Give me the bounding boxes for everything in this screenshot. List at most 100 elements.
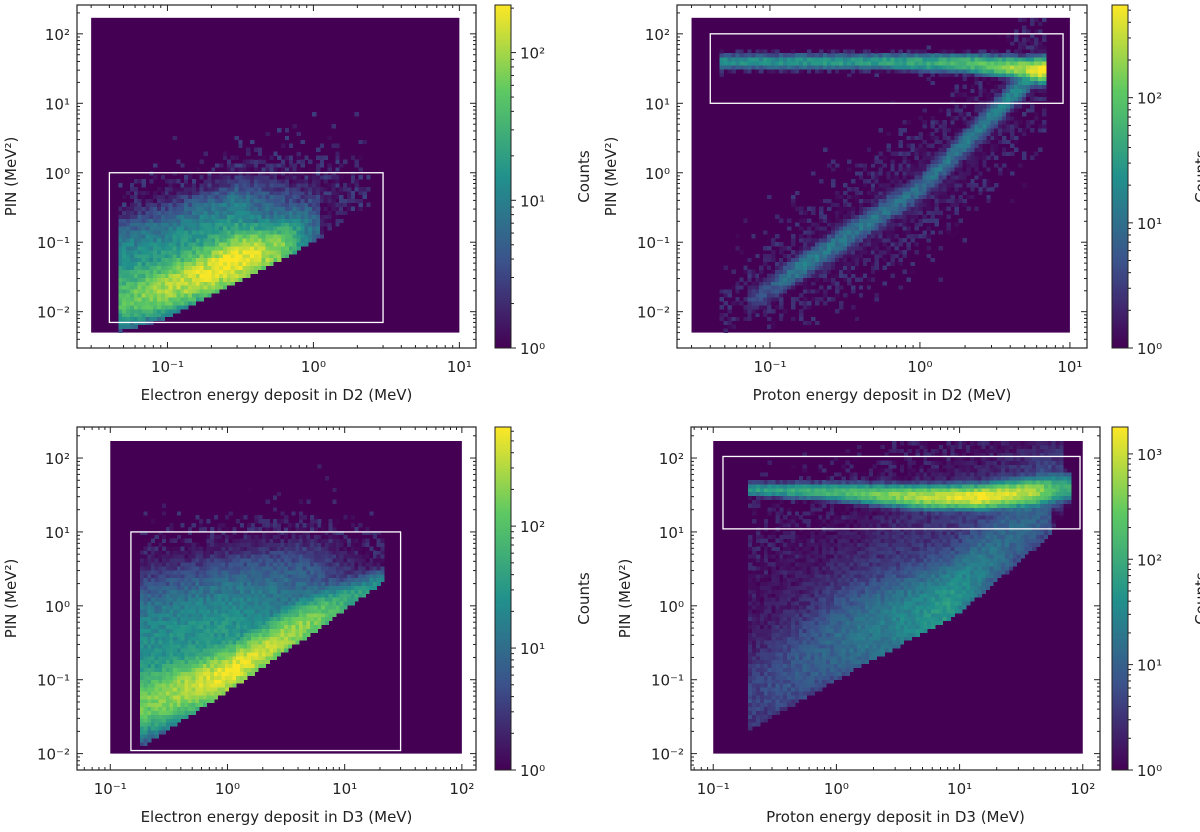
heatmap-cell (173, 574, 177, 578)
heatmap-cell (155, 605, 159, 609)
heatmap-cell (126, 281, 130, 285)
heatmap-cell (140, 562, 144, 566)
heatmap-cell (978, 140, 982, 144)
heatmap-cell (891, 57, 895, 61)
heatmap-cell (273, 242, 277, 246)
heatmap-cell (149, 317, 153, 321)
heatmap-cell (899, 211, 903, 215)
heatmap-cell (954, 65, 958, 69)
heatmap-cell (943, 124, 947, 128)
heatmap-cell (169, 285, 173, 289)
heatmap-cell (145, 309, 149, 313)
heatmap-cell (238, 278, 242, 282)
heatmap-cell (939, 69, 943, 73)
heatmap-cell (1034, 49, 1038, 53)
heatmap-cell (170, 718, 174, 722)
heatmap-cell (151, 722, 155, 726)
heatmap-cell (843, 258, 847, 262)
heatmap-cell (958, 152, 962, 156)
heatmap-cell (246, 262, 250, 266)
heatmap-cell (763, 285, 767, 289)
heatmap-cell (147, 582, 151, 586)
heatmap-cell (931, 73, 935, 77)
heatmap-cell (347, 207, 351, 211)
heatmap-cell (301, 179, 305, 183)
heatmap-cell (155, 554, 159, 558)
heatmap-cell (215, 258, 219, 262)
heatmap-cell (285, 128, 289, 132)
heatmap-cell (158, 664, 162, 668)
heatmap-cell (184, 656, 188, 660)
heatmap-cell (835, 199, 839, 203)
heatmap-cell (835, 281, 839, 285)
heatmap-cell (140, 672, 144, 676)
heatmap-cell (835, 61, 839, 65)
heatmap-cell (867, 219, 871, 223)
heatmap-cell (140, 699, 144, 703)
heatmap-cell (823, 65, 827, 69)
heatmap-cell (875, 191, 879, 195)
heatmap-cell (151, 590, 155, 594)
heatmap-cell (204, 199, 208, 203)
heatmap-cell (827, 234, 831, 238)
heatmap-cell (145, 289, 149, 293)
heatmap-cell (181, 633, 185, 637)
heatmap-cell (215, 175, 219, 179)
heatmap-cell (157, 226, 161, 230)
heatmap-cell (184, 543, 188, 547)
heatmap-cell (839, 195, 843, 199)
heatmap-cell (134, 211, 138, 215)
heatmap-cell (195, 648, 199, 652)
heatmap-cell (815, 246, 819, 250)
heatmap-cell (184, 687, 188, 691)
heatmap-cell (184, 590, 188, 594)
heatmap-cell (986, 116, 990, 120)
heatmap-cell (847, 254, 851, 258)
heatmap-cell (978, 100, 982, 104)
heatmap-cell (134, 187, 138, 191)
heatmap-cell (743, 270, 747, 274)
heatmap-cell (819, 226, 823, 230)
heatmap-cell (231, 222, 235, 226)
heatmap-cell (719, 313, 723, 317)
heatmap-cell (871, 163, 875, 167)
heatmap-cell (238, 203, 242, 207)
heatmap-cell (943, 167, 947, 171)
heatmap-cell (219, 199, 223, 203)
heatmap-cell (207, 238, 211, 242)
heatmap-cell (1030, 93, 1034, 97)
heatmap-cell (954, 203, 958, 207)
heatmap-cell (855, 171, 859, 175)
heatmap-cell (122, 203, 126, 207)
heatmap-cell (919, 73, 923, 77)
heatmap-cell (851, 250, 855, 254)
heatmap-cell (779, 293, 783, 297)
heatmap-cell (200, 246, 204, 250)
heatmap-cell (155, 550, 159, 554)
heatmap-cell (915, 242, 919, 246)
heatmap-cell (166, 550, 170, 554)
heatmap-cell (887, 187, 891, 191)
heatmap-cell (180, 254, 184, 258)
heatmap-cell (176, 179, 180, 183)
heatmap-cell (1018, 69, 1022, 73)
heatmap-cell (155, 590, 159, 594)
heatmap-cell (1002, 61, 1006, 65)
heatmap-cell (285, 187, 289, 191)
heatmap-cell (235, 219, 239, 223)
y-tick-label: 10¹ (45, 95, 70, 113)
heatmap-cell (162, 640, 166, 644)
heatmap-cell (899, 61, 903, 65)
heatmap-cell (250, 175, 254, 179)
heatmap-cell (297, 211, 301, 215)
heatmap-cell (815, 270, 819, 274)
heatmap-cell (723, 301, 727, 305)
heatmap-cell (990, 187, 994, 191)
heatmap-cell (155, 664, 159, 668)
heatmap-cell (316, 222, 320, 226)
heatmap-cell (170, 644, 174, 648)
heatmap-cell (118, 317, 122, 321)
heatmap-cell (332, 171, 336, 175)
heatmap-cell (151, 547, 155, 551)
heatmap-cell (281, 242, 285, 246)
